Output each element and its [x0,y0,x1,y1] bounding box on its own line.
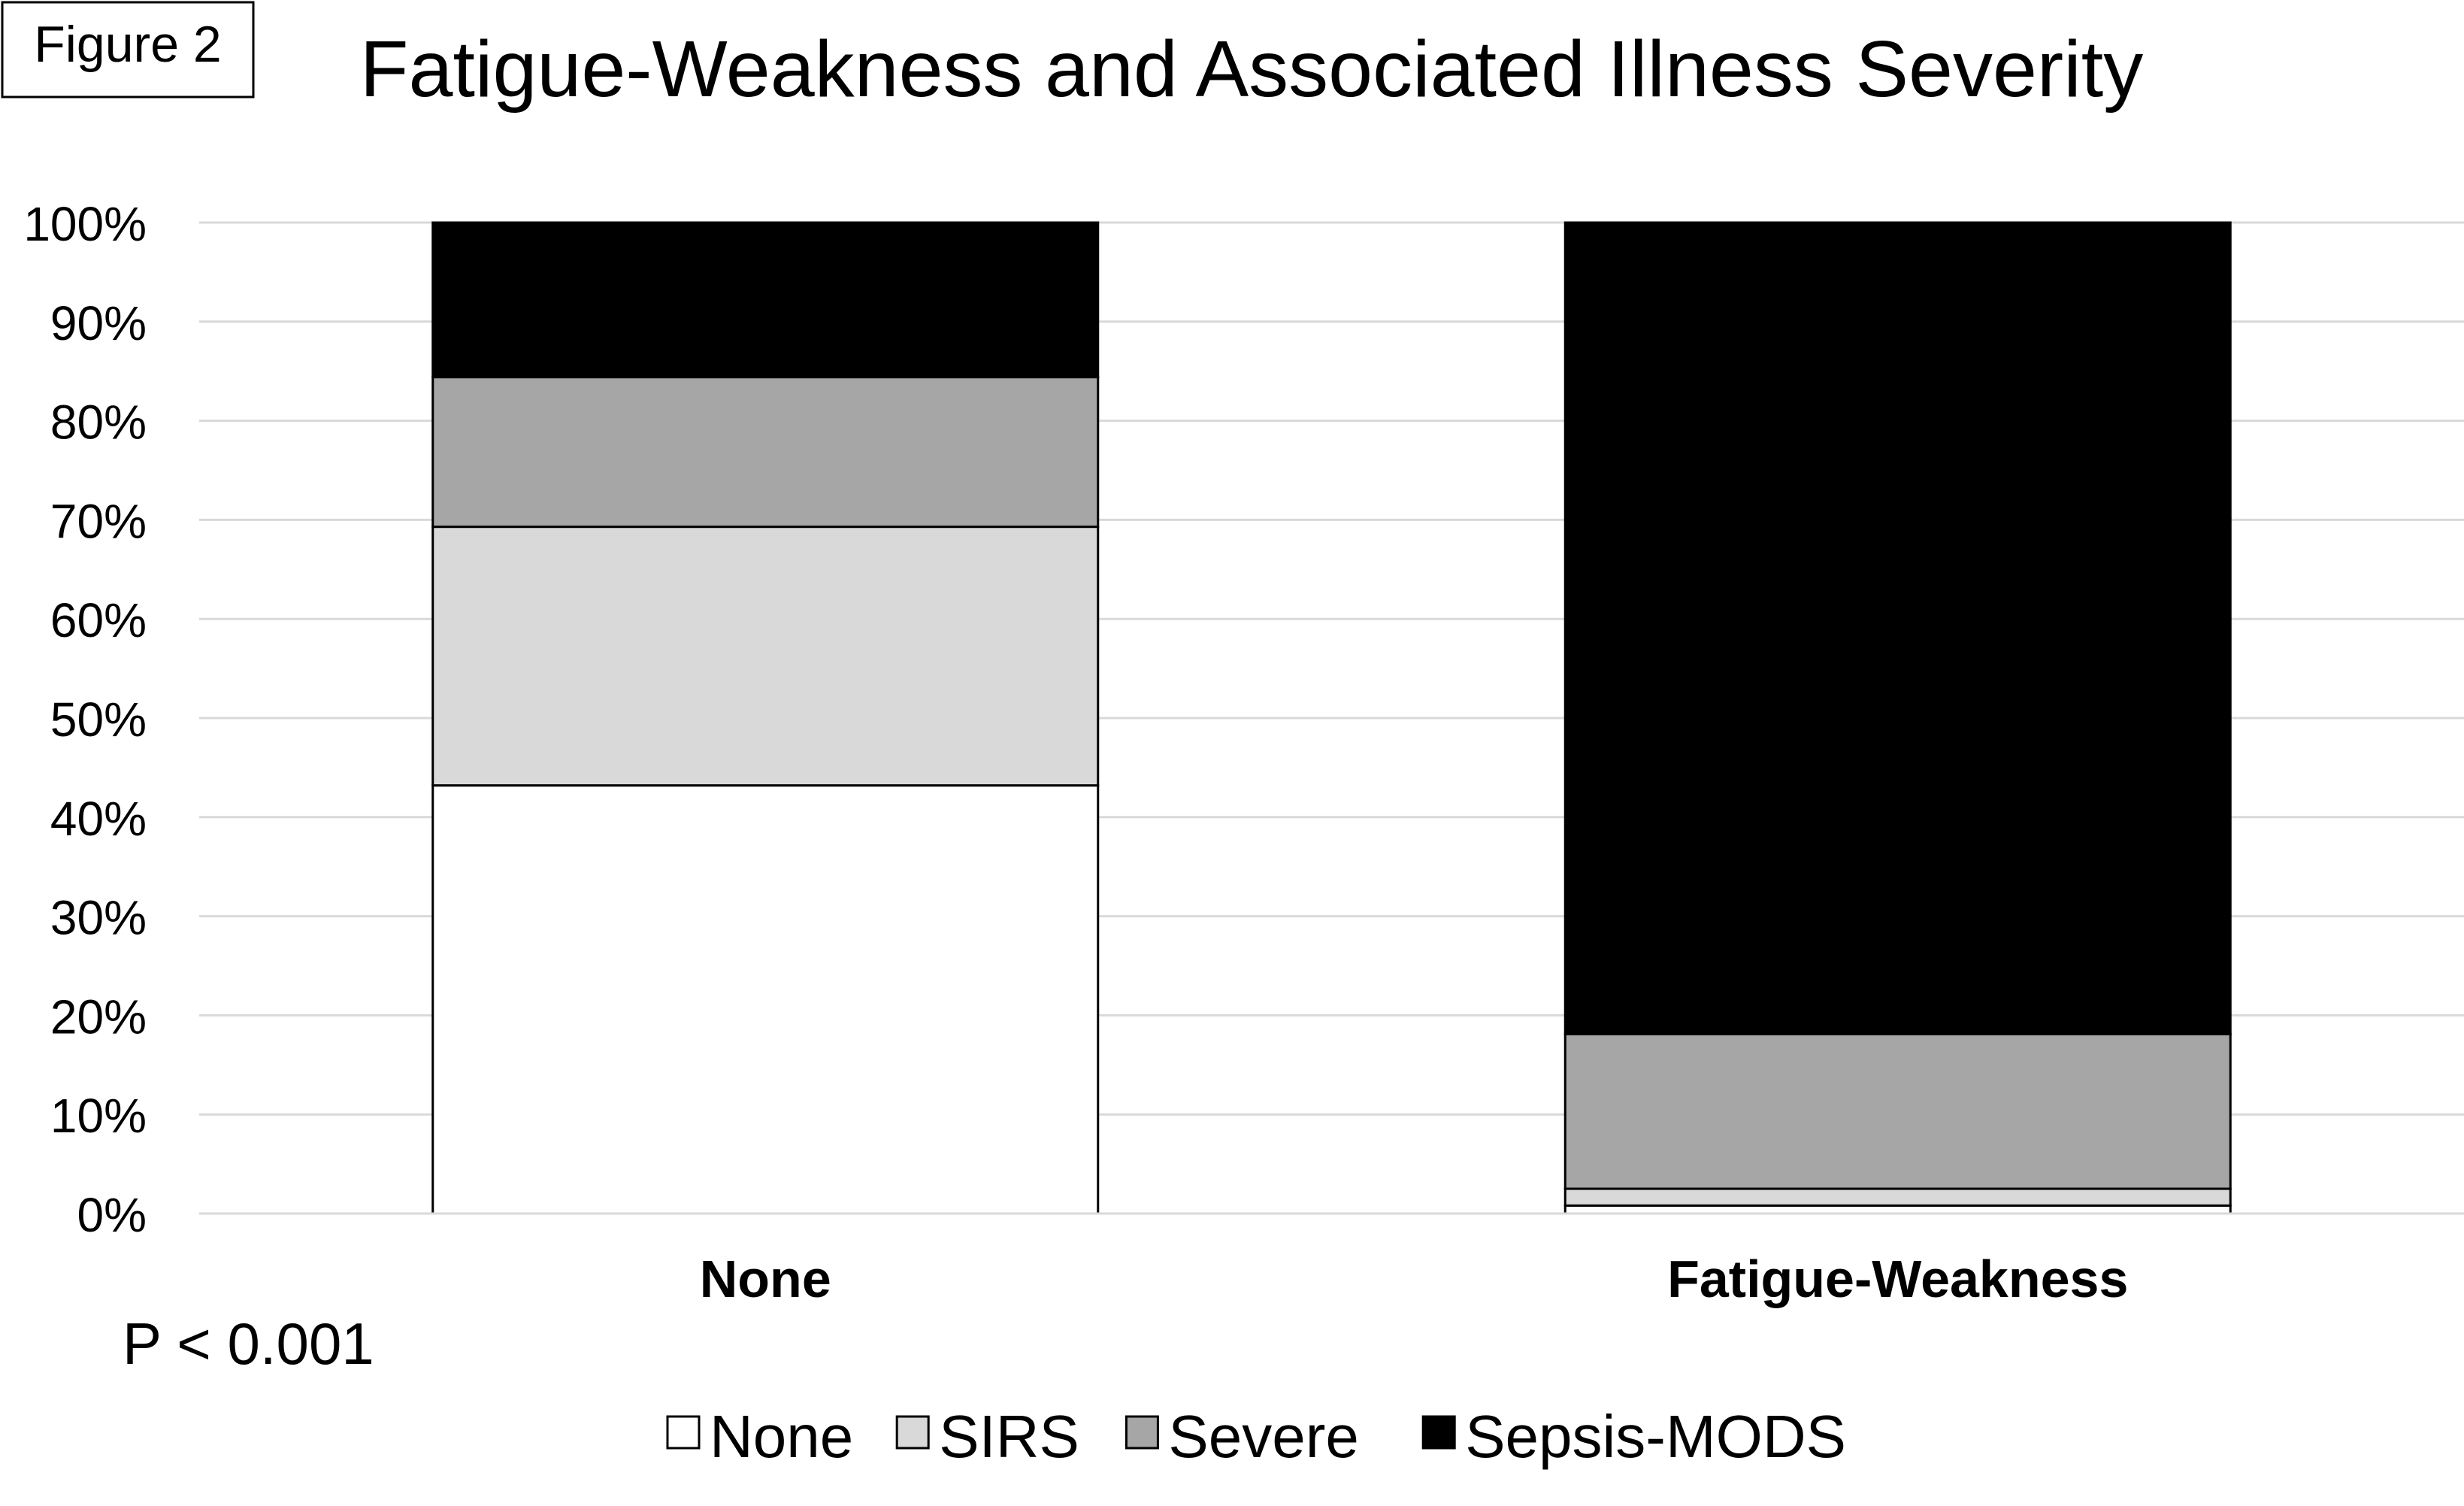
y-tick-label: 10% [50,1089,147,1143]
y-tick-label: 0% [77,1188,147,1242]
bar-segment-severe [1563,1032,2232,1190]
y-tick-label: 100% [23,197,147,251]
y-tick-label: 50% [50,692,147,747]
figure-label: Figure 2 [34,16,221,73]
bar-segment-sirs [431,526,1100,787]
x-axis-category-labels: None Fatigue-Weakness [700,1250,2129,1308]
y-tick-label: 30% [50,891,147,945]
legend-label: None [710,1403,853,1470]
bar-segment-sepsis-mods [1563,221,2232,1035]
legend-label: SIRS [939,1403,1079,1470]
bar-segment-sepsis-mods [431,221,1100,379]
p-value-annotation: P < 0.001 [123,1311,374,1377]
y-tick-label: 40% [50,792,147,846]
bar-segment-sirs [1563,1187,2232,1207]
legend-swatch [1421,1415,1456,1450]
y-axis-tick-labels: 0% 10% 20% 30% 40% 50% 60% 70% 80% 90% 100% [23,197,147,1242]
legend-swatch [666,1415,701,1450]
legend-label: Sepsis-MODS [1465,1403,1846,1470]
y-tick-label: 20% [50,989,147,1044]
legend-swatch [895,1415,930,1450]
chart-title: Fatigue-Weakness and Associated Illness … [360,25,2143,114]
x-category-label: None [700,1250,831,1308]
x-category-label: Fatigue-Weakness [1667,1250,2128,1308]
bar-segment-severe [431,376,1100,529]
legend-swatch [1125,1415,1159,1450]
y-tick-label: 60% [50,593,147,647]
y-tick-label: 70% [50,494,147,548]
bar-segment-none [1563,1204,2232,1215]
y-tick-label: 80% [50,395,147,450]
y-tick-label: 90% [50,296,147,350]
legend-label: Severe [1168,1403,1358,1470]
bar-segment-none [431,784,1100,1215]
figure-label-box [1,1,255,98]
legend: None SIRS Severe Sepsis-MODS [666,1403,1846,1470]
bars [431,221,2232,1215]
